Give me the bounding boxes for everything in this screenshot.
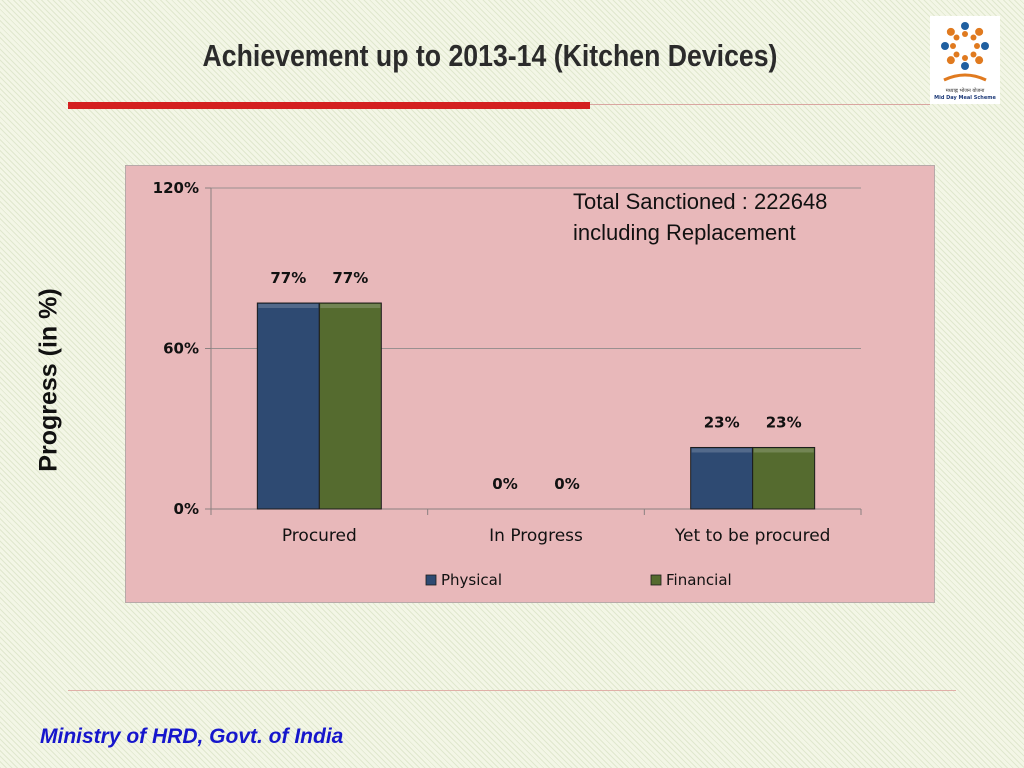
- footer-text: Ministry of HRD, Govt. of India: [40, 725, 344, 748]
- bar: [256, 302, 320, 510]
- data-label: 77%: [332, 269, 368, 287]
- footer-rule: [68, 690, 956, 691]
- bar-highlight: [320, 304, 381, 309]
- logo-text-english: Mid Day Meal Scheme: [934, 95, 996, 101]
- bar-highlight: [258, 304, 319, 309]
- data-label: 23%: [704, 413, 740, 431]
- bar-highlight: [753, 448, 814, 453]
- y-tick-label: 0%: [174, 500, 199, 518]
- chart-annotation: Total Sanctioned : 222648 including Repl…: [573, 186, 913, 248]
- legend-label: Financial: [666, 571, 732, 589]
- slide-title: Achievement up to 2013-14 (Kitchen Devic…: [202, 38, 778, 73]
- y-tick-label: 120%: [153, 179, 199, 197]
- annotation-line-1: Total Sanctioned : 222648: [573, 189, 828, 214]
- title-rule-thin: [590, 104, 930, 105]
- data-label: 0%: [492, 475, 517, 493]
- data-label: 77%: [270, 269, 306, 287]
- y-tick-label: 60%: [163, 340, 199, 358]
- bar-chart: 0% 60% 120% Procured In Progress Yet to be pr…: [153, 179, 862, 589]
- data-label: 23%: [766, 413, 802, 431]
- bar: [318, 302, 382, 510]
- x-tick-label: In Progress: [489, 526, 583, 546]
- title-rule: [68, 102, 590, 109]
- annotation-line-2: including Replacement: [573, 220, 796, 245]
- logo-text-hindi: मध्याह्न भोजन योजना: [945, 88, 985, 94]
- x-tick-label: Yet to be procured: [674, 526, 831, 546]
- chart-area: 0% 60% 120% Procured In Progress Yet to be pr…: [125, 165, 935, 603]
- y-axis-label: Progress (in %): [34, 288, 63, 472]
- legend-label: Physical: [441, 571, 502, 589]
- legend-swatch: [425, 574, 437, 586]
- legend-swatch: [650, 574, 662, 586]
- data-label: 0%: [554, 475, 579, 493]
- logo-emblem-icon: [941, 22, 989, 82]
- mid-day-meal-logo: मध्याह्न भोजन योजना Mid Day Meal Scheme: [930, 16, 1000, 104]
- bar: [690, 446, 754, 510]
- bar: [752, 446, 816, 510]
- x-tick-label: Procured: [282, 526, 357, 546]
- bar-highlight: [691, 448, 752, 453]
